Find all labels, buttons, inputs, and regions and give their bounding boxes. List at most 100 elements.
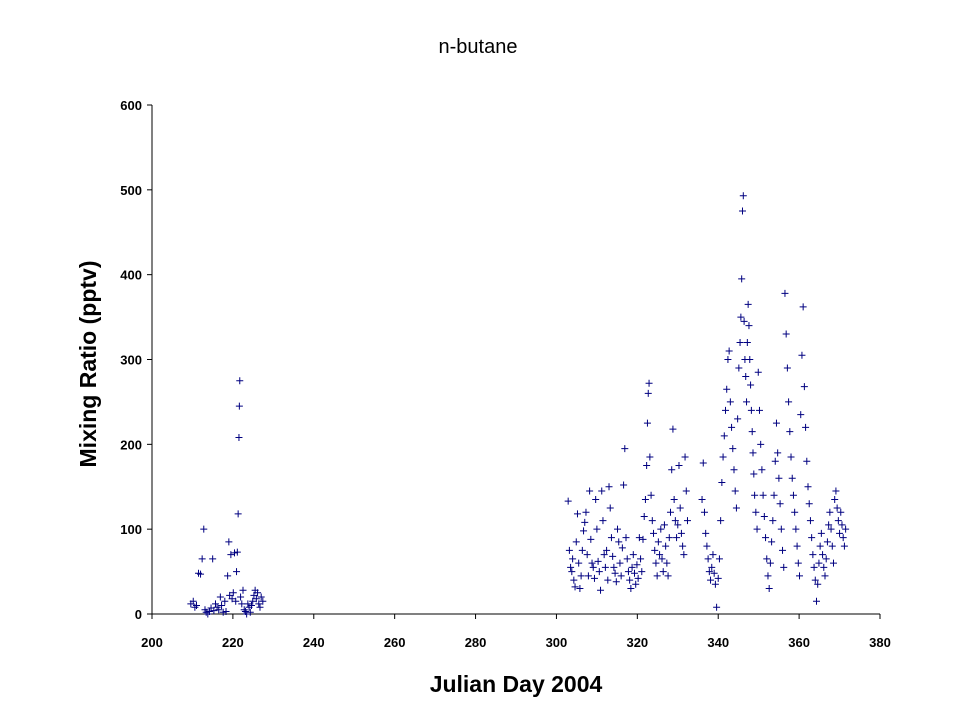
data-point (720, 432, 728, 440)
data-point (644, 389, 652, 397)
x-tick-label: 240 (303, 635, 325, 650)
data-point (202, 608, 210, 616)
data-point (829, 559, 837, 567)
data-point (764, 572, 772, 580)
data-point (676, 504, 684, 512)
data-point (598, 487, 606, 495)
data-point (631, 569, 639, 577)
data-point (757, 440, 765, 448)
y-tick-label: 100 (120, 522, 142, 537)
data-point (662, 542, 670, 550)
data-point (586, 487, 594, 495)
data-point (743, 339, 751, 347)
data-point (702, 529, 710, 537)
data-point (227, 551, 235, 559)
data-point (826, 508, 834, 516)
data-point (674, 521, 682, 529)
data-point (770, 491, 778, 499)
data-point (666, 508, 674, 516)
data-point (819, 551, 827, 559)
data-point (775, 474, 783, 482)
data-point (815, 559, 823, 567)
data-point (794, 559, 802, 567)
data-point (632, 580, 640, 588)
y-axis-ticks: 0 100 200 300 400 500 600 (120, 98, 152, 622)
x-tick-label: 380 (869, 635, 891, 650)
data-point (577, 572, 585, 580)
data-point (789, 491, 797, 499)
x-tick-label: 360 (788, 635, 810, 650)
data-point (650, 529, 658, 537)
data-point (645, 379, 653, 387)
data-point (254, 589, 262, 597)
data-point (718, 479, 726, 487)
data-point (568, 568, 576, 576)
data-point (246, 608, 254, 616)
data-point (714, 574, 722, 582)
data-point (779, 546, 787, 554)
x-tick-label: 280 (465, 635, 487, 650)
data-point (838, 521, 846, 529)
data-point (638, 568, 646, 576)
x-tick-label: 340 (707, 635, 729, 650)
data-point (209, 555, 217, 563)
data-point (215, 606, 223, 614)
data-point (609, 552, 617, 560)
data-point (769, 517, 777, 525)
data-point (822, 555, 830, 563)
data-point (244, 600, 252, 608)
data-point (798, 351, 806, 359)
data-point (680, 551, 688, 559)
data-point (681, 453, 689, 461)
data-point (758, 466, 766, 474)
data-point (243, 610, 251, 618)
data-point (200, 525, 208, 533)
data-point (669, 425, 677, 433)
data-point (252, 595, 260, 603)
data-point (709, 551, 717, 559)
data-point (628, 563, 636, 571)
data-point (673, 534, 681, 542)
data-point (629, 551, 637, 559)
data-point (259, 597, 267, 605)
data-point (234, 510, 242, 518)
data-point (584, 572, 592, 580)
data-point (738, 275, 746, 283)
data-point (615, 538, 623, 546)
data-point (708, 563, 716, 571)
data-point (677, 529, 685, 537)
data-point (641, 495, 649, 503)
data-point (786, 428, 794, 436)
data-point (668, 466, 676, 474)
data-point (225, 538, 233, 546)
data-point (811, 576, 819, 584)
data-point (725, 347, 733, 355)
x-tick-label: 200 (141, 635, 163, 650)
data-point (737, 313, 745, 321)
data-point (587, 535, 595, 543)
data-point (660, 521, 668, 529)
data-point (791, 508, 799, 516)
data-point (592, 495, 600, 503)
data-point (255, 600, 263, 608)
data-point (572, 538, 580, 546)
data-point (732, 504, 740, 512)
data-point (744, 300, 752, 308)
data-point (670, 495, 678, 503)
data-point (604, 576, 612, 584)
data-point (664, 572, 672, 580)
data-point (675, 462, 683, 470)
data-point (589, 563, 597, 571)
data-point (747, 406, 755, 414)
data-point (611, 569, 619, 577)
data-point (750, 470, 758, 478)
data-point (754, 368, 762, 376)
data-point (654, 538, 662, 546)
data-point (742, 372, 750, 380)
data-point (205, 607, 213, 615)
data-point (634, 574, 642, 582)
data-point (565, 546, 573, 554)
data-point (657, 525, 665, 533)
data-point (643, 419, 651, 427)
data-point (808, 534, 816, 542)
